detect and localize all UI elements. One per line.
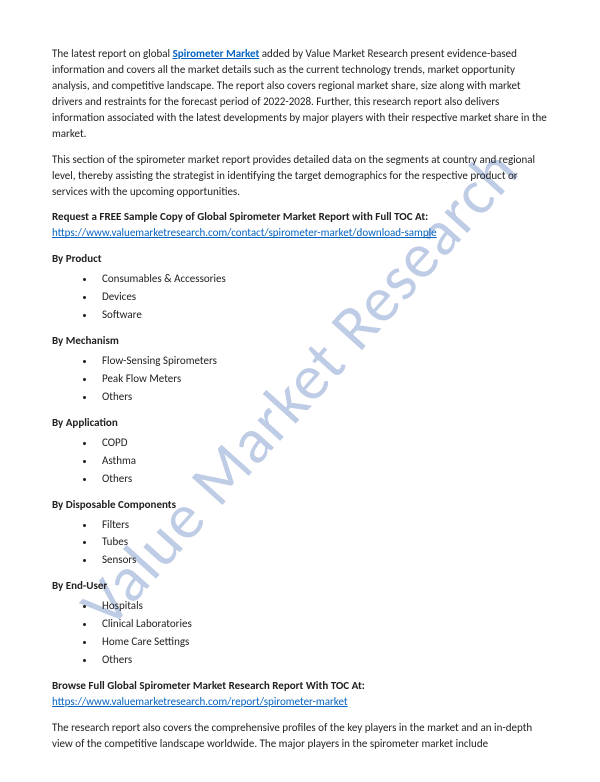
list-item: Tubes [96, 534, 548, 550]
list-item: Others [96, 389, 548, 405]
sample-request-link[interactable]: https://www.valuemarketresearch.com/cont… [52, 226, 437, 239]
list-item: Others [96, 652, 548, 668]
list-item: Asthma [96, 453, 548, 469]
segment-heading-product: By Product [52, 251, 548, 267]
segment-heading-enduser: By End-User [52, 578, 548, 594]
list-item: Software [96, 307, 548, 323]
browse-report-heading: Browse Full Global Spirometer Market Res… [52, 679, 365, 692]
segment-list-mechanism: Flow-Sensing Spirometers Peak Flow Meter… [52, 353, 548, 405]
list-item: Consumables & Accessories [96, 271, 548, 287]
segment-intro-paragraph: This section of the spirometer market re… [52, 152, 548, 200]
list-item: Devices [96, 289, 548, 305]
sample-request-heading: Request a FREE Sample Copy of Global Spi… [52, 210, 428, 223]
list-item: Clinical Laboratories [96, 616, 548, 632]
segment-list-enduser: Hospitals Clinical Laboratories Home Car… [52, 598, 548, 668]
topic-link[interactable]: Spirometer Market [173, 47, 260, 60]
segment-list-product: Consumables & Accessories Devices Softwa… [52, 271, 548, 323]
segment-heading-application: By Application [52, 415, 548, 431]
browse-report-link[interactable]: https://www.valuemarketresearch.com/repo… [52, 695, 348, 708]
intro-suffix: added by Value Market Research present e… [52, 47, 547, 140]
list-item: Flow-Sensing Spirometers [96, 353, 548, 369]
document-page: The latest report on global Spirometer M… [0, 0, 600, 782]
list-item: Peak Flow Meters [96, 371, 548, 387]
list-item: Others [96, 471, 548, 487]
browse-report-block: Browse Full Global Spirometer Market Res… [52, 678, 548, 710]
list-item: COPD [96, 435, 548, 451]
list-item: Hospitals [96, 598, 548, 614]
segment-heading-mechanism: By Mechanism [52, 333, 548, 349]
intro-prefix: The latest report on global [52, 47, 173, 60]
list-item: Filters [96, 517, 548, 533]
list-item: Home Care Settings [96, 634, 548, 650]
sample-request-block: Request a FREE Sample Copy of Global Spi… [52, 209, 548, 241]
list-item: Sensors [96, 552, 548, 568]
intro-paragraph: The latest report on global Spirometer M… [52, 46, 548, 142]
segment-list-application: COPD Asthma Others [52, 435, 548, 487]
segment-list-disposable: Filters Tubes Sensors [52, 517, 548, 569]
segment-heading-disposable: By Disposable Components [52, 497, 548, 513]
closing-paragraph: The research report also covers the comp… [52, 720, 548, 752]
